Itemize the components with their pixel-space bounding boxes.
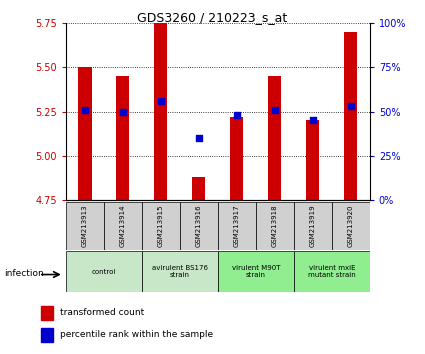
Point (309, 118, 316, 123)
Bar (344, 32, 357, 200)
Bar (268, 76, 281, 200)
Text: GSM213918: GSM213918 (272, 204, 278, 247)
Point (196, 135, 202, 141)
Bar (306, 120, 320, 200)
Bar (42, 327, 53, 342)
Bar (294, 202, 332, 250)
Point (157, 98, 164, 104)
Text: GSM213917: GSM213917 (234, 204, 240, 247)
Text: GSM213916: GSM213916 (196, 204, 202, 247)
Text: virulent mxiE
mutant strain: virulent mxiE mutant strain (308, 265, 356, 278)
Point (347, 103, 354, 109)
Bar (142, 251, 218, 292)
Text: virulent M90T
strain: virulent M90T strain (232, 265, 280, 278)
Bar (42, 306, 53, 320)
Bar (192, 177, 205, 200)
Bar (78, 67, 91, 200)
Point (272, 107, 278, 113)
Text: GSM213915: GSM213915 (158, 204, 164, 247)
Bar (116, 76, 130, 200)
Bar (332, 202, 370, 250)
Bar (154, 23, 167, 200)
Point (119, 109, 126, 114)
Text: GSM213920: GSM213920 (348, 204, 354, 247)
Bar (256, 202, 294, 250)
Text: transformed count: transformed count (60, 308, 144, 318)
Text: avirulent BS176
strain: avirulent BS176 strain (152, 265, 208, 278)
Bar (218, 251, 294, 292)
Bar (104, 202, 142, 250)
Point (82, 107, 88, 113)
Bar (180, 202, 218, 250)
Text: percentile rank within the sample: percentile rank within the sample (60, 330, 213, 339)
Text: GSM213913: GSM213913 (82, 204, 88, 247)
Point (233, 112, 240, 118)
Text: control: control (92, 269, 116, 275)
Bar (218, 202, 256, 250)
Text: GSM213914: GSM213914 (120, 204, 126, 247)
Bar (230, 117, 244, 200)
Bar (142, 202, 180, 250)
Bar (66, 251, 142, 292)
Text: GDS3260 / 210223_s_at: GDS3260 / 210223_s_at (137, 11, 288, 24)
Text: GSM213919: GSM213919 (310, 204, 316, 247)
Text: infection: infection (4, 269, 44, 278)
Bar (66, 202, 104, 250)
Bar (294, 251, 370, 292)
